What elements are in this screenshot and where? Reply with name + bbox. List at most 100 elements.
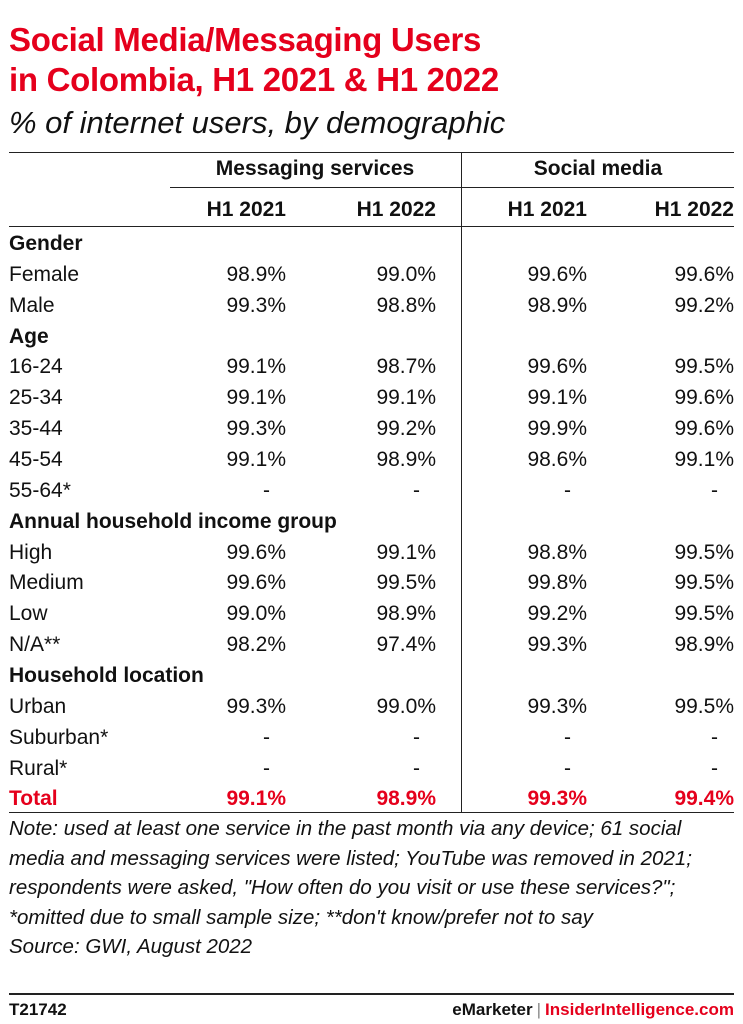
chart-title: Social Media/Messaging Users in Colombia… (9, 20, 734, 100)
brand-insider-intelligence: InsiderIntelligence.com (545, 1000, 734, 1019)
table-cell: 99.5% (674, 602, 734, 626)
table-row: 45-54 99.1% 98.9% 98.6% 99.1% (9, 444, 734, 475)
table-cell: 99.6% (674, 417, 734, 441)
table-cell: 99.1% (226, 355, 286, 379)
group-divider (461, 152, 462, 812)
table-cell: 97.4% (376, 633, 436, 656)
table-cell: - (564, 478, 571, 502)
table-cell: 99.3% (226, 694, 286, 718)
row-label: 55-64* (9, 478, 71, 502)
row-label: Rural* (9, 756, 68, 780)
source-text: Source: GWI, August 2022 (9, 935, 253, 958)
table-row: 55-64* - - - - (9, 475, 734, 506)
brand-emarketer: eMarketer (452, 1000, 533, 1019)
brand-separator: | (536, 1000, 542, 1019)
table-cell: 99.1% (527, 386, 587, 410)
table-cell: 99.2% (376, 417, 436, 441)
table-cell: 99.8% (527, 571, 587, 595)
row-label: N/A** (9, 633, 61, 656)
table-cell: 98.7% (376, 355, 436, 379)
col-header-msg-2022: H1 2022 (356, 198, 436, 221)
row-label: High (9, 540, 53, 564)
table-cell: - (413, 756, 420, 780)
table-cell: 99.9% (527, 417, 587, 441)
table-cell: 98.9% (674, 633, 734, 656)
chart-subtitle: % of internet users, by demographic (9, 105, 506, 140)
table-cell: 98.8% (527, 540, 587, 564)
chart-id: T21742 (9, 1000, 67, 1019)
top-rule (9, 152, 734, 153)
table-cell: - (711, 478, 718, 502)
row-label: 45-54 (9, 448, 63, 471)
table-cell: - (263, 756, 270, 780)
table-cell: 99.6% (674, 262, 734, 286)
table-cell: 99.1% (226, 386, 286, 410)
row-label: Female (9, 262, 80, 286)
table-cell: 99.6% (674, 386, 734, 410)
table-cell: - (413, 725, 420, 749)
table-cell: 99.6% (527, 355, 587, 379)
group-rule (170, 187, 734, 188)
row-label: Male (9, 293, 55, 317)
table-row: N/A** 98.2% 97.4% 99.3% 98.9% (9, 629, 734, 660)
table-cell: 99.1% (376, 386, 436, 410)
bottom-rule (9, 812, 734, 813)
row-label: Low (9, 602, 48, 626)
footer-brand: eMarketer | InsiderIntelligence.com (452, 1000, 734, 1020)
table-cell: 99.6% (226, 540, 286, 564)
col-header-social-2021: H1 2021 (507, 198, 587, 221)
table-cell: 99.3% (226, 417, 286, 441)
table-cell: 99.5% (376, 571, 436, 595)
table-cell: 99.4% (674, 787, 734, 811)
table-cell: 98.8% (376, 293, 436, 317)
section-label: Gender (9, 232, 83, 255)
table-cell: - (711, 725, 718, 749)
header-rule (9, 226, 734, 227)
table-row: Rural* - - - - (9, 753, 734, 784)
row-label: Suburban* (9, 725, 109, 749)
table-cell: 99.0% (226, 602, 286, 626)
table-cell: 99.2% (674, 293, 734, 317)
table-cell: 99.6% (527, 262, 587, 286)
title-line-1: Social Media/Messaging Users (9, 21, 482, 58)
table-cell: 99.3% (226, 293, 286, 317)
footer-rule (9, 993, 734, 995)
table-cell: 99.5% (674, 571, 734, 595)
table-cell: - (413, 478, 420, 502)
table-row: Urban 99.3% 99.0% 99.3% 99.5% (9, 691, 734, 722)
table-cell: 98.9% (376, 448, 436, 471)
table-cell: 99.3% (527, 633, 587, 656)
table-cell: 99.5% (674, 694, 734, 718)
table-cell: - (263, 725, 270, 749)
table-cell: 99.5% (674, 540, 734, 564)
section-row: Gender (9, 228, 734, 259)
table-cell: - (711, 756, 718, 780)
row-label: Urban (9, 694, 67, 718)
note-text: Note: used at least one service in the p… (9, 817, 692, 929)
group-header-social: Social media (533, 157, 663, 180)
table-cell: 99.1% (674, 448, 734, 471)
row-label: 16-24 (9, 355, 63, 379)
table-row: Female 98.9% 99.0% 99.6% 99.6% (9, 259, 734, 290)
table-cell: 99.2% (527, 602, 587, 626)
table-cell: 99.6% (226, 571, 286, 595)
group-header-messaging: Messaging services (215, 157, 415, 180)
total-row: Total 99.1% 98.9% 99.3% 99.4% (9, 783, 734, 814)
table-cell: 99.1% (226, 448, 286, 471)
table-row: Medium 99.6% 99.5% 99.8% 99.5% (9, 567, 734, 598)
section-row: Household location (9, 660, 734, 691)
section-label: Annual household income group (9, 509, 337, 533)
table-cell: - (263, 478, 270, 502)
col-header-social-2022: H1 2022 (654, 198, 734, 221)
table-cell: 99.1% (226, 787, 286, 811)
row-label: Total (9, 787, 58, 811)
section-row: Annual household income group (9, 506, 734, 537)
row-label: 25-34 (9, 386, 63, 410)
section-label: Household location (9, 663, 204, 687)
table-cell: 99.3% (527, 694, 587, 718)
section-row: Age (9, 321, 734, 352)
notes: Note: used at least one service in the p… (9, 814, 739, 962)
table-row: Low 99.0% 98.9% 99.2% 99.5% (9, 598, 734, 629)
table-cell: 98.9% (226, 262, 286, 286)
table-row: High 99.6% 99.1% 98.8% 99.5% (9, 537, 734, 568)
